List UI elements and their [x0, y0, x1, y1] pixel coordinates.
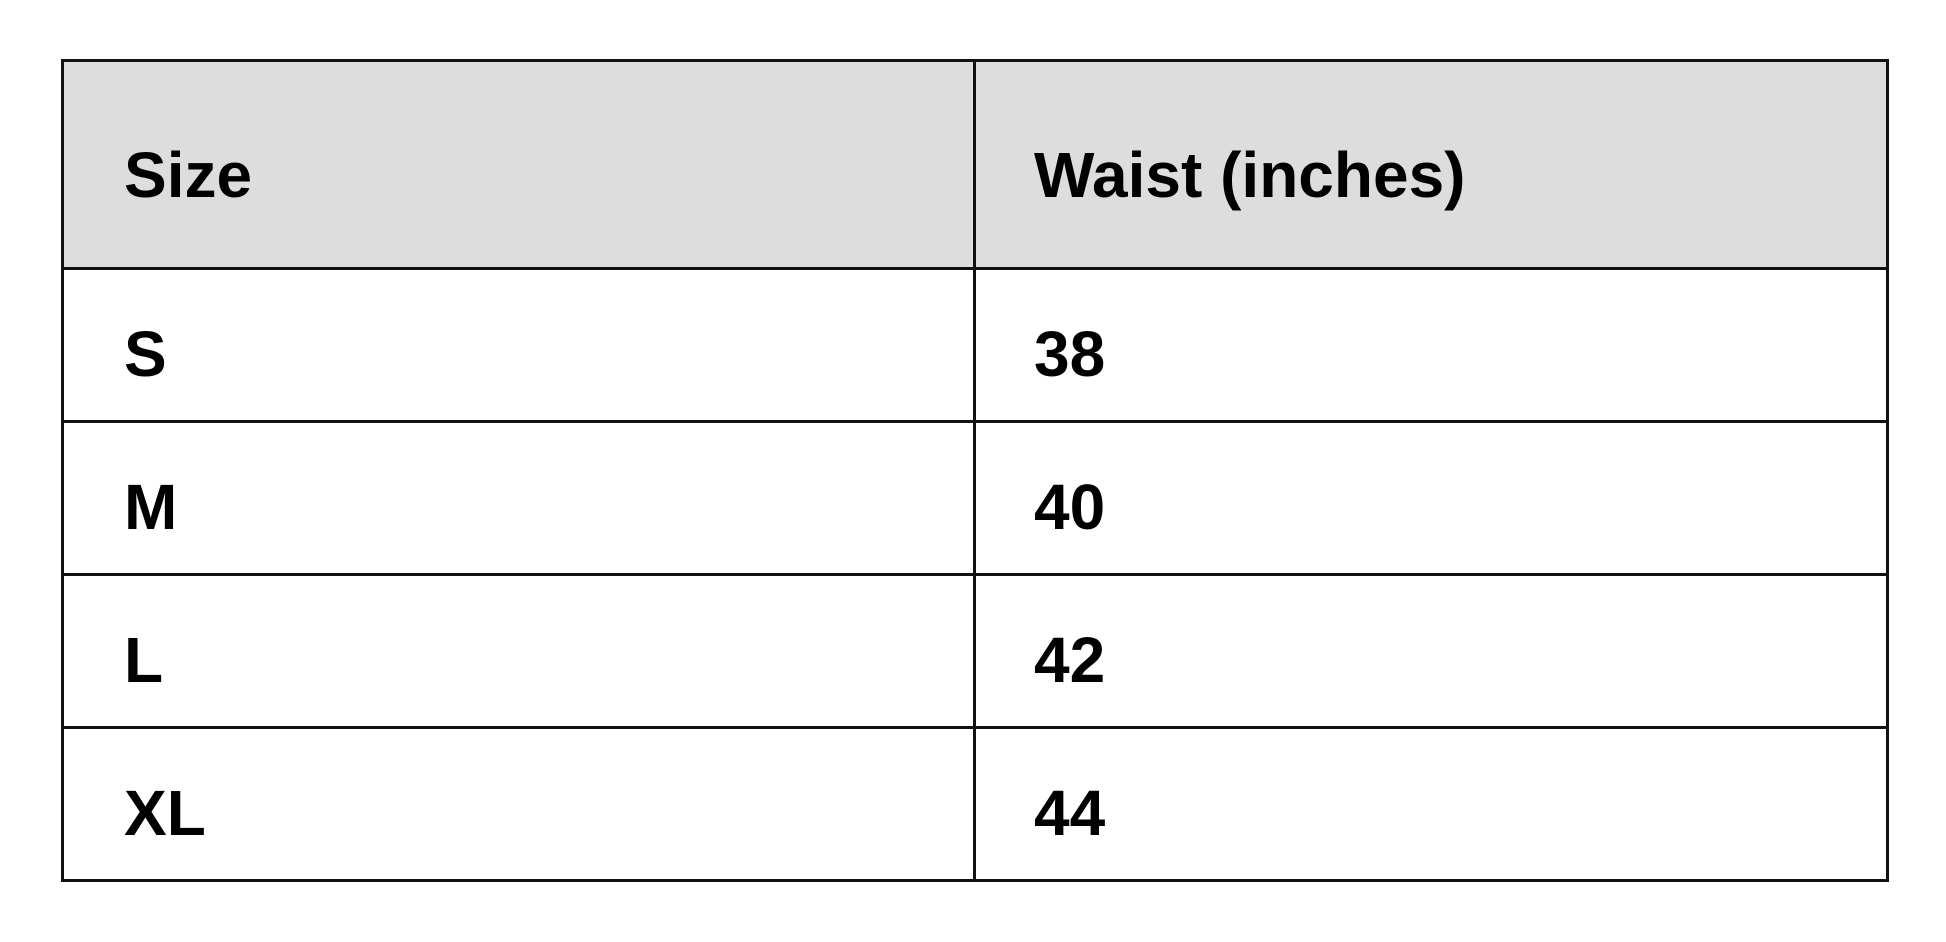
header-size: Size	[61, 59, 976, 270]
table-row: L 42	[61, 573, 1889, 729]
header-waist: Waist (inches)	[973, 59, 1889, 270]
cell-size: S	[61, 267, 976, 423]
table-row: S 38	[61, 267, 1889, 423]
cell-waist: 44	[973, 726, 1889, 882]
cell-size: L	[61, 573, 976, 729]
cell-waist: 38	[973, 267, 1889, 423]
size-chart-table: Size Waist (inches) S 38 M 40 L 42 XL 44	[61, 59, 1889, 882]
table-row: XL 44	[61, 726, 1889, 882]
table-row: M 40	[61, 420, 1889, 576]
cell-waist: 40	[973, 420, 1889, 576]
cell-size: M	[61, 420, 976, 576]
cell-waist: 42	[973, 573, 1889, 729]
cell-size: XL	[61, 726, 976, 882]
header-row: Size Waist (inches)	[61, 59, 1889, 270]
